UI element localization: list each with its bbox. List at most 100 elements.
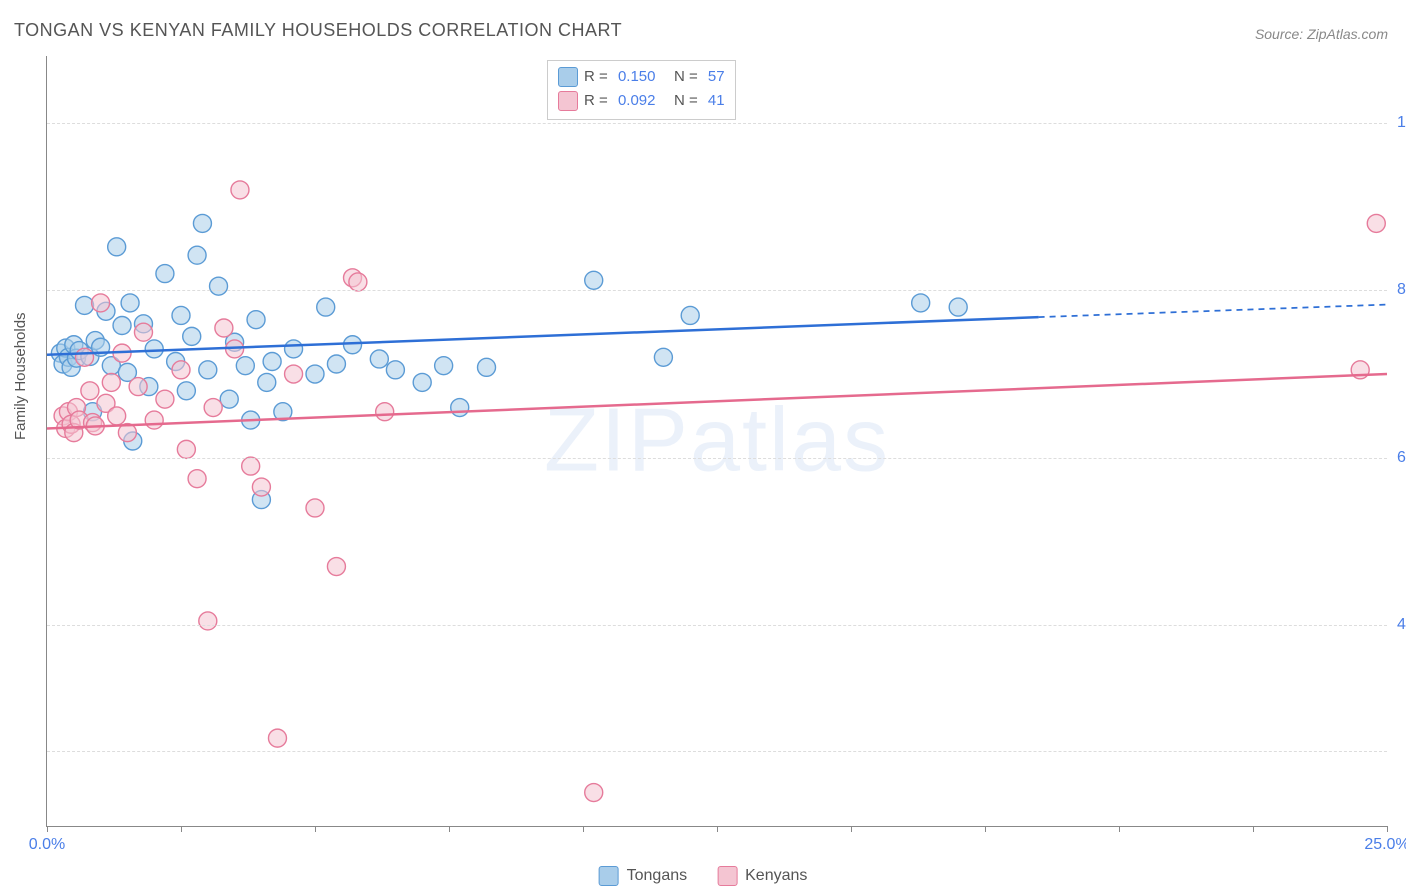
- data-point: [102, 373, 120, 391]
- data-point: [681, 306, 699, 324]
- x-tick: [315, 826, 316, 832]
- stats-legend: R = 0.150 N = 57R = 0.092 N = 41: [547, 60, 736, 120]
- data-point: [413, 373, 431, 391]
- data-point: [386, 361, 404, 379]
- data-point: [121, 294, 139, 312]
- data-point: [344, 336, 362, 354]
- data-point: [1367, 214, 1385, 232]
- data-point: [306, 365, 324, 383]
- series-legend: Tongans Kenyans: [599, 866, 808, 886]
- data-point: [306, 499, 324, 517]
- grid-line: [47, 123, 1387, 124]
- stat-n-val: 57: [708, 65, 725, 89]
- data-point: [76, 348, 94, 366]
- data-point: [585, 271, 603, 289]
- data-point: [231, 181, 249, 199]
- grid-line: [47, 625, 1387, 626]
- data-point: [236, 357, 254, 375]
- data-point: [317, 298, 335, 316]
- data-point: [327, 558, 345, 576]
- data-point: [252, 478, 270, 496]
- x-tick: [851, 826, 852, 832]
- data-point: [172, 361, 190, 379]
- data-point: [76, 296, 94, 314]
- data-point: [263, 352, 281, 370]
- data-point: [435, 357, 453, 375]
- data-point: [215, 319, 233, 337]
- y-axis-label: Family Households: [12, 312, 29, 440]
- data-point: [242, 457, 260, 475]
- x-tick: [449, 826, 450, 832]
- y-tick-label: 100.0%: [1397, 114, 1406, 132]
- x-tick: [985, 826, 986, 832]
- plot-area: ZIPatlas R = 0.150 N = 57R = 0.092 N = 4…: [46, 56, 1387, 827]
- trend-line-extrapolated: [1039, 305, 1387, 318]
- x-tick: [47, 826, 48, 832]
- data-point: [177, 440, 195, 458]
- y-tick-label: 40.0%: [1397, 616, 1406, 634]
- grid-line: [47, 290, 1387, 291]
- data-point: [129, 378, 147, 396]
- grid-line: [47, 751, 1387, 752]
- legend-stat-row: R = 0.150 N = 57: [558, 65, 725, 89]
- plot-svg: [47, 56, 1387, 826]
- stat-n-val: 41: [708, 89, 725, 113]
- stat-r-val: 0.092: [618, 89, 656, 113]
- data-point: [199, 361, 217, 379]
- data-point: [177, 382, 195, 400]
- data-point: [258, 373, 276, 391]
- chart-title: TONGAN VS KENYAN FAMILY HOUSEHOLDS CORRE…: [14, 20, 622, 41]
- stat-n-key: N =: [661, 89, 701, 113]
- x-tick: [1387, 826, 1388, 832]
- stat-n-key: N =: [661, 65, 701, 89]
- data-point: [376, 403, 394, 421]
- x-tick: [583, 826, 584, 832]
- legend-swatch: [599, 866, 619, 886]
- stat-r-val: 0.150: [618, 65, 656, 89]
- data-point: [108, 407, 126, 425]
- x-tick-label: 25.0%: [1364, 836, 1406, 854]
- data-point: [193, 214, 211, 232]
- data-point: [585, 784, 603, 802]
- data-point: [327, 355, 345, 373]
- data-point: [247, 311, 265, 329]
- y-tick-label: 80.0%: [1397, 281, 1406, 299]
- x-tick: [1253, 826, 1254, 832]
- legend-item: Tongans: [599, 866, 688, 886]
- grid-line: [47, 458, 1387, 459]
- stat-r-key: R =: [584, 65, 612, 89]
- data-point: [949, 298, 967, 316]
- data-point: [285, 340, 303, 358]
- data-point: [92, 294, 110, 312]
- data-point: [285, 365, 303, 383]
- legend-item: Kenyans: [717, 866, 807, 886]
- legend-stat-row: R = 0.092 N = 41: [558, 89, 725, 113]
- data-point: [654, 348, 672, 366]
- data-point: [188, 246, 206, 264]
- data-point: [349, 273, 367, 291]
- data-point: [478, 358, 496, 376]
- data-point: [451, 399, 469, 417]
- data-point: [172, 306, 190, 324]
- data-point: [912, 294, 930, 312]
- trend-line: [47, 374, 1387, 428]
- data-point: [220, 390, 238, 408]
- data-point: [108, 238, 126, 256]
- data-point: [134, 323, 152, 341]
- data-point: [268, 729, 286, 747]
- data-point: [113, 317, 131, 335]
- data-point: [188, 470, 206, 488]
- stat-r-key: R =: [584, 89, 612, 113]
- x-tick: [1119, 826, 1120, 832]
- x-tick: [181, 826, 182, 832]
- data-point: [199, 612, 217, 630]
- x-tick-label: 0.0%: [29, 836, 65, 854]
- data-point: [156, 265, 174, 283]
- chart-container: TONGAN VS KENYAN FAMILY HOUSEHOLDS CORRE…: [0, 0, 1406, 892]
- data-point: [210, 277, 228, 295]
- source-label: Source: ZipAtlas.com: [1255, 26, 1388, 42]
- legend-swatch: [558, 67, 578, 87]
- data-point: [183, 327, 201, 345]
- data-point: [81, 382, 99, 400]
- legend-swatch: [717, 866, 737, 886]
